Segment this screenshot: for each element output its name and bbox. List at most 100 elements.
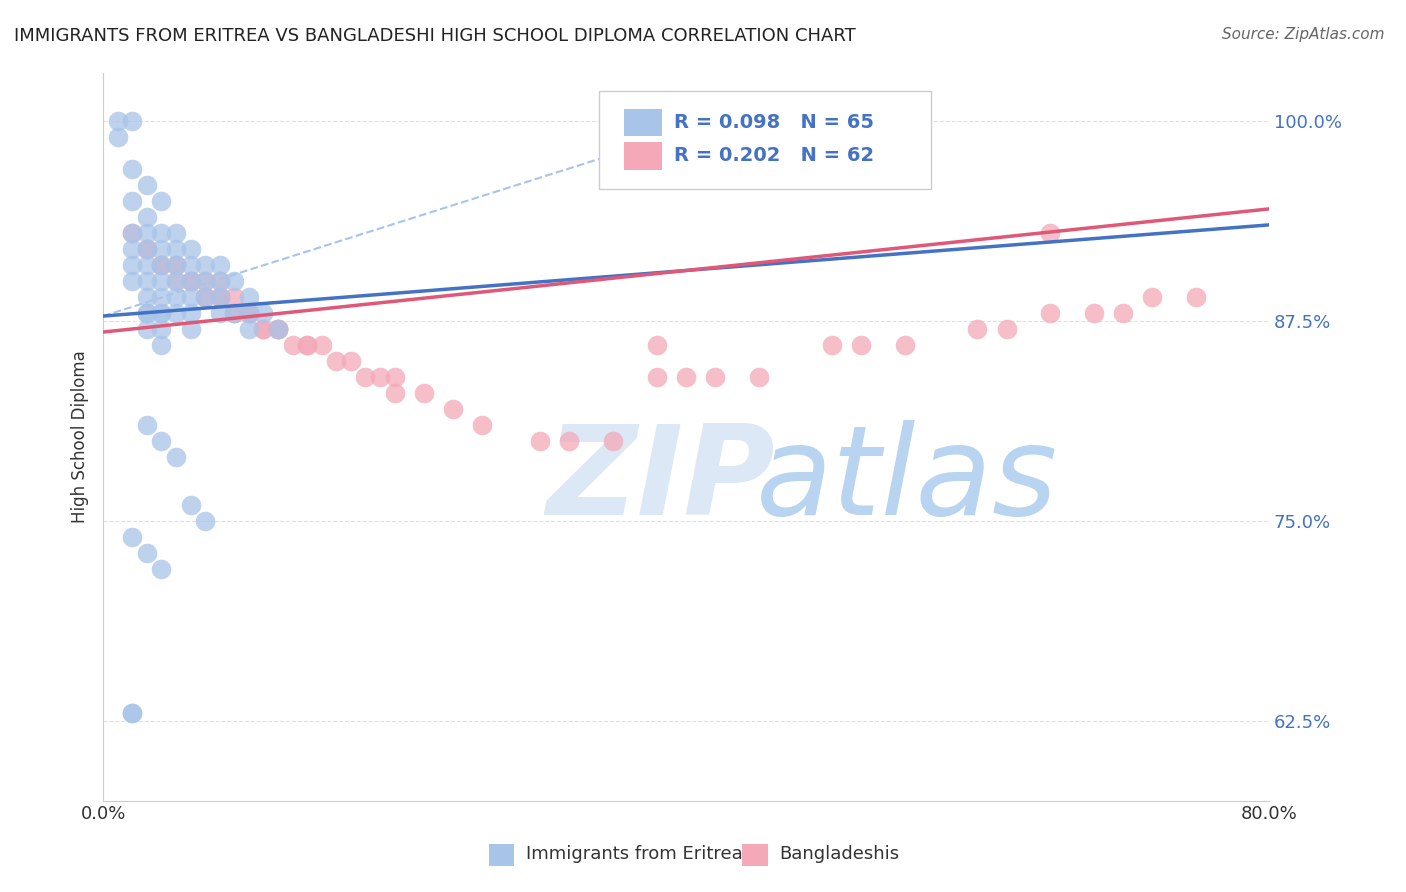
- Point: [135, 306, 157, 320]
- Bar: [624, 109, 662, 136]
- Point: [150, 306, 173, 320]
- Text: Bangladeshis: Bangladeshis: [779, 845, 898, 863]
- Point: [135, 226, 157, 240]
- Point: [529, 434, 551, 448]
- Point: [558, 434, 581, 448]
- Point: [165, 306, 187, 320]
- Point: [150, 258, 173, 272]
- Point: [368, 369, 391, 384]
- Point: [471, 417, 494, 432]
- Text: IMMIGRANTS FROM ERITREA VS BANGLADESHI HIGH SCHOOL DIPLOMA CORRELATION CHART: IMMIGRANTS FROM ERITREA VS BANGLADESHI H…: [14, 27, 856, 45]
- Point: [180, 274, 202, 288]
- Point: [208, 290, 231, 304]
- Point: [281, 338, 304, 352]
- Point: [208, 306, 231, 320]
- Text: Immigrants from Eritrea: Immigrants from Eritrea: [526, 845, 742, 863]
- Point: [267, 322, 290, 336]
- Point: [295, 338, 318, 352]
- Point: [180, 258, 202, 272]
- Point: [238, 306, 260, 320]
- Point: [252, 306, 274, 320]
- Point: [121, 530, 143, 544]
- Point: [224, 274, 246, 288]
- Point: [135, 242, 157, 256]
- Text: R = 0.098   N = 65: R = 0.098 N = 65: [675, 113, 875, 132]
- Point: [238, 290, 260, 304]
- Point: [384, 369, 406, 384]
- Point: [180, 274, 202, 288]
- Point: [121, 161, 143, 176]
- Point: [675, 369, 697, 384]
- Point: [340, 354, 363, 368]
- Point: [208, 274, 231, 288]
- Point: [135, 290, 157, 304]
- Point: [238, 322, 260, 336]
- Point: [150, 338, 173, 352]
- Point: [150, 194, 173, 208]
- Point: [121, 226, 143, 240]
- Point: [224, 306, 246, 320]
- Point: [165, 258, 187, 272]
- Point: [208, 258, 231, 272]
- Point: [135, 306, 157, 320]
- Point: [165, 274, 187, 288]
- Point: [1039, 226, 1062, 240]
- Point: [135, 242, 157, 256]
- Point: [107, 130, 129, 145]
- Point: [194, 290, 217, 304]
- Point: [1039, 306, 1062, 320]
- Point: [995, 322, 1018, 336]
- Point: [180, 306, 202, 320]
- Point: [150, 306, 173, 320]
- Point: [267, 322, 290, 336]
- Point: [1185, 290, 1208, 304]
- Point: [224, 306, 246, 320]
- Point: [238, 306, 260, 320]
- Point: [1083, 306, 1105, 320]
- Point: [150, 242, 173, 256]
- Point: [121, 258, 143, 272]
- Point: [252, 322, 274, 336]
- Point: [224, 290, 246, 304]
- Point: [180, 274, 202, 288]
- Point: [165, 290, 187, 304]
- Point: [121, 706, 143, 720]
- Text: R = 0.202   N = 62: R = 0.202 N = 62: [675, 146, 875, 165]
- Point: [252, 322, 274, 336]
- Point: [135, 178, 157, 192]
- Point: [135, 274, 157, 288]
- Point: [135, 258, 157, 272]
- Point: [135, 417, 157, 432]
- Text: atlas: atlas: [756, 420, 1059, 541]
- Point: [1112, 306, 1135, 320]
- Point: [1142, 290, 1164, 304]
- Point: [165, 450, 187, 464]
- Point: [194, 258, 217, 272]
- Point: [135, 242, 157, 256]
- Point: [325, 354, 347, 368]
- Point: [150, 322, 173, 336]
- Point: [150, 290, 173, 304]
- Point: [165, 258, 187, 272]
- Point: [180, 498, 202, 512]
- FancyBboxPatch shape: [599, 91, 931, 189]
- Point: [150, 258, 173, 272]
- Point: [194, 290, 217, 304]
- Point: [224, 306, 246, 320]
- Point: [194, 514, 217, 528]
- Point: [165, 226, 187, 240]
- Point: [602, 434, 624, 448]
- Point: [412, 385, 434, 400]
- Point: [267, 322, 290, 336]
- Bar: [624, 142, 662, 169]
- Point: [121, 274, 143, 288]
- Point: [150, 434, 173, 448]
- Point: [135, 322, 157, 336]
- Point: [121, 226, 143, 240]
- Point: [893, 338, 915, 352]
- Point: [150, 258, 173, 272]
- Point: [295, 338, 318, 352]
- Point: [208, 290, 231, 304]
- Point: [165, 242, 187, 256]
- Point: [704, 369, 727, 384]
